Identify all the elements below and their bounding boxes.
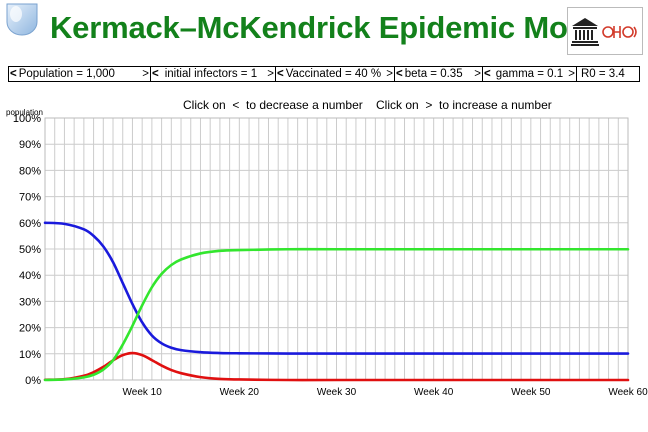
epidemic-chart: 0% 10% 20% 30% 40% 50% 60% 70% 80% 90% 100%populat… — [6, 108, 648, 398]
parameter-toolbar: < Population = 1,000 > < initial infecto… — [8, 66, 640, 82]
gamma-control: < gamma = 0.1 > — [483, 67, 577, 81]
population-control: < Population = 1,000 > — [9, 67, 151, 81]
y-tick-label: 10% — [19, 349, 41, 361]
population-decrease-button[interactable]: < — [10, 68, 17, 80]
y-tick-label: 90% — [19, 139, 41, 151]
initial-infectors-value: initial infectors = 1 — [164, 68, 258, 80]
gamma-increase-button[interactable]: > — [568, 68, 575, 80]
institution-emblem-icon — [602, 26, 637, 38]
population-value: Population = 1,000 — [18, 68, 115, 80]
r0-value: R0 = 3.4 — [581, 68, 625, 80]
y-tick-label: 40% — [19, 270, 41, 282]
gamma-value: gamma = 0.1 — [495, 68, 564, 80]
y-tick-label: 30% — [19, 296, 41, 308]
y-tick-label: 70% — [19, 192, 41, 204]
x-tick-label: Week 40 — [414, 387, 454, 398]
y-tick-label: 80% — [19, 165, 41, 177]
y-tick-label: 60% — [19, 218, 41, 230]
susceptible-curve — [43, 221, 630, 355]
initial-infectors-control: < initial infectors = 1 > — [151, 67, 276, 81]
header: Kermack–McKendrick Epidemic Model — [0, 0, 648, 64]
r0-display: R0 = 3.4 — [577, 67, 639, 81]
x-tick-label: Week 30 — [317, 387, 357, 398]
y-tick-label: 50% — [19, 244, 41, 256]
beta-decrease-button[interactable]: < — [396, 68, 403, 80]
infected-curve — [43, 351, 630, 382]
x-tick-label: Week 60 — [608, 387, 648, 398]
recovered-curve — [43, 247, 630, 382]
beta-value: beta = 0.35 — [404, 68, 463, 80]
x-tick-label: Week 10 — [123, 387, 163, 398]
y-tick-label: 20% — [19, 323, 41, 335]
gamma-decrease-button[interactable]: < — [484, 68, 491, 80]
unesco-institution-logo — [567, 7, 643, 55]
decrease-instruction: Click on < to decrease a number — [183, 98, 363, 112]
beta-increase-button[interactable]: > — [474, 68, 481, 80]
population-increase-button[interactable]: > — [142, 68, 149, 80]
page-title: Kermack–McKendrick Epidemic Model — [50, 10, 612, 45]
increase-instruction: Click on > to increase a number — [376, 98, 552, 112]
x-tick-label: Week 20 — [220, 387, 260, 398]
vaccinated-decrease-button[interactable]: < — [277, 68, 284, 80]
unesco-temple-icon — [571, 18, 599, 46]
initial-infectors-decrease-button[interactable]: < — [152, 68, 159, 80]
y-tick-label: 100% — [13, 113, 41, 125]
initial-infectors-increase-button[interactable]: > — [267, 68, 274, 80]
beta-control: < beta = 0.35 > — [395, 67, 483, 81]
y-axis-label: population — [6, 108, 43, 117]
vaccinated-increase-button[interactable]: > — [386, 68, 393, 80]
x-tick-label: Week 50 — [511, 387, 551, 398]
chart-series — [43, 221, 630, 382]
vaccinated-control: < Vaccinated = 40 % > — [276, 67, 395, 81]
globe-logo-icon — [4, 2, 40, 41]
y-tick-label: 0% — [25, 375, 41, 387]
vaccinated-value: Vaccinated = 40 % — [285, 68, 382, 80]
